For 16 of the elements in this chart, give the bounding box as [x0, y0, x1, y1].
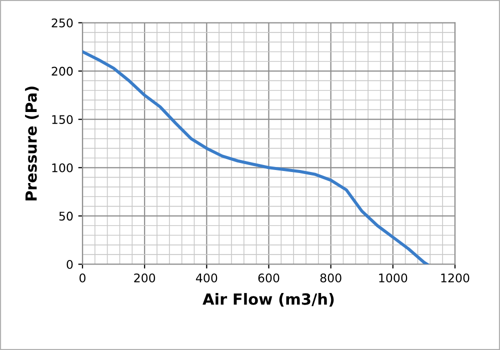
- line-series: [82, 50, 429, 264]
- y-axis-title: Pressure (Pa): [25, 86, 39, 200]
- y-tick-label: 50: [59, 212, 73, 221]
- x-tick-label: 600: [258, 273, 280, 282]
- x-tick-label: 400: [196, 273, 218, 282]
- x-tick-label: 1200: [441, 273, 470, 282]
- y-tick-label: 0: [66, 260, 73, 269]
- y-tick-label: 150: [52, 115, 73, 124]
- x-tick-label: 1000: [379, 273, 408, 282]
- y-tick-label: 100: [52, 163, 73, 172]
- y-tick-label: 250: [52, 18, 73, 28]
- x-axis-title: Air Flow (m3/h): [202, 293, 334, 307]
- x-tick-label: 800: [320, 273, 342, 282]
- y-tick-label: 200: [52, 66, 73, 76]
- x-tick-label: 0: [80, 273, 86, 282]
- x-tick-label: 200: [134, 273, 156, 282]
